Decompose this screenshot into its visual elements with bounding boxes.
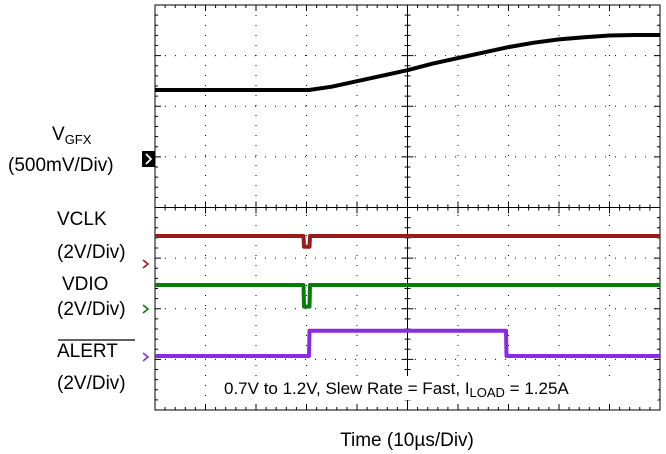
vdio-trace xyxy=(155,283,660,309)
vdio-scale-label: (2V/Div) xyxy=(57,299,126,320)
x-axis-label: Time (10µs/Div) xyxy=(340,430,474,451)
vgfx-ground-marker xyxy=(142,151,155,167)
vclk-trace xyxy=(155,234,660,249)
vdio-ground-arrow xyxy=(142,304,150,314)
vclk-label: VCLK xyxy=(57,209,107,230)
vgfx-label: VGFX xyxy=(52,124,92,147)
vclk-scale-label: (2V/Div) xyxy=(57,242,126,263)
vgfx-ground-arrow xyxy=(145,153,153,165)
graticule-grid xyxy=(154,4,661,411)
vgfx-scale-label: (500mV/Div) xyxy=(8,155,114,176)
vclk-ground-arrow xyxy=(142,259,150,269)
test-conditions-annotation: 0.7V to 1.2V, Slew Rate = Fast, ILOAD = … xyxy=(224,379,569,400)
vdio-label: VDIO xyxy=(62,274,108,295)
alert-ground-arrow xyxy=(142,352,150,362)
alert-scale-label: (2V/Div) xyxy=(57,373,126,394)
alert-trace xyxy=(155,328,660,358)
vgfx-trace xyxy=(155,33,660,92)
traces xyxy=(155,33,660,358)
alert-label: ALERT xyxy=(57,341,118,362)
annotation-background xyxy=(215,376,658,400)
